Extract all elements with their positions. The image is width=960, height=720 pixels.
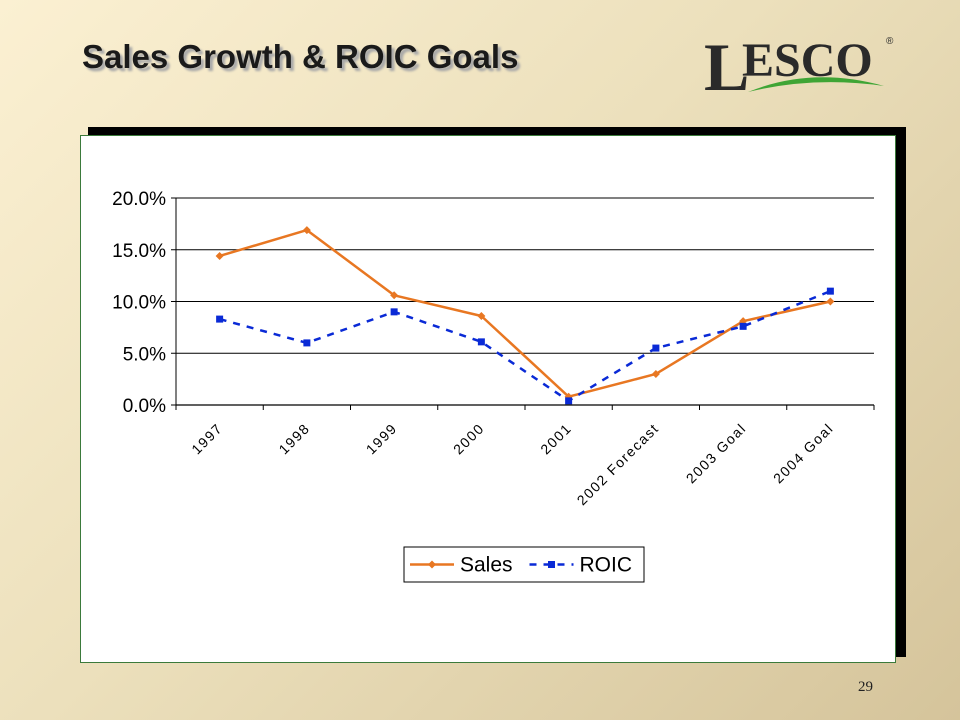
sales-point (651, 369, 660, 378)
svg-text:®: ® (886, 36, 894, 47)
x-tick-label: 2003 Goal (683, 420, 750, 487)
chart-frame: 0.0% 5.0% 10.0% 15.0% 20.0% 1997 1998 1999 2000 2… (80, 135, 896, 663)
roic-point (477, 338, 485, 346)
y-tick-label: 15.0% (112, 241, 166, 262)
y-tick-label: 5.0% (123, 344, 166, 365)
roic-legend-marker (548, 561, 555, 568)
roic-point (303, 339, 311, 347)
slide-title: Sales Growth & ROIC Goals (82, 38, 519, 75)
sales-point (826, 297, 835, 306)
svg-text:L: L (704, 29, 749, 102)
roic-point (390, 308, 398, 316)
x-tick-label: 1999 (363, 420, 401, 458)
roic-point (826, 287, 834, 295)
page-number: 29 (858, 679, 873, 695)
x-tick-label: 2004 Goal (770, 420, 837, 487)
y-tick-label: 20.0% (112, 189, 166, 210)
roic-point (739, 322, 747, 330)
roic-series-line (219, 289, 831, 403)
lesco-logo: L ESCO ® (704, 29, 894, 102)
line-chart: 0.0% 5.0% 10.0% 15.0% 20.0% 1997 1998 1999 2000 2… (112, 189, 875, 583)
roic-point (216, 315, 224, 323)
roic-legend-label: ROIC (580, 554, 633, 577)
sales-series-line (219, 228, 831, 398)
sales-point (390, 291, 399, 300)
sales-legend-label: Sales (460, 554, 513, 577)
y-tick-label: 10.0% (112, 293, 166, 314)
y-tick-label: 0.0% (123, 396, 166, 417)
x-tick-label: 1997 (188, 420, 226, 458)
sales-point (477, 311, 486, 320)
sales-point (215, 251, 224, 260)
x-tick-label: 1998 (275, 420, 313, 458)
x-tick-label: 2001 (537, 420, 575, 458)
roic-point (565, 397, 573, 405)
x-tick-label: 2002 Forecast (574, 420, 662, 508)
x-tick-label: 2000 (450, 420, 488, 458)
sales-point (302, 226, 311, 235)
roic-point (652, 344, 660, 352)
sales-legend-marker (428, 560, 436, 569)
